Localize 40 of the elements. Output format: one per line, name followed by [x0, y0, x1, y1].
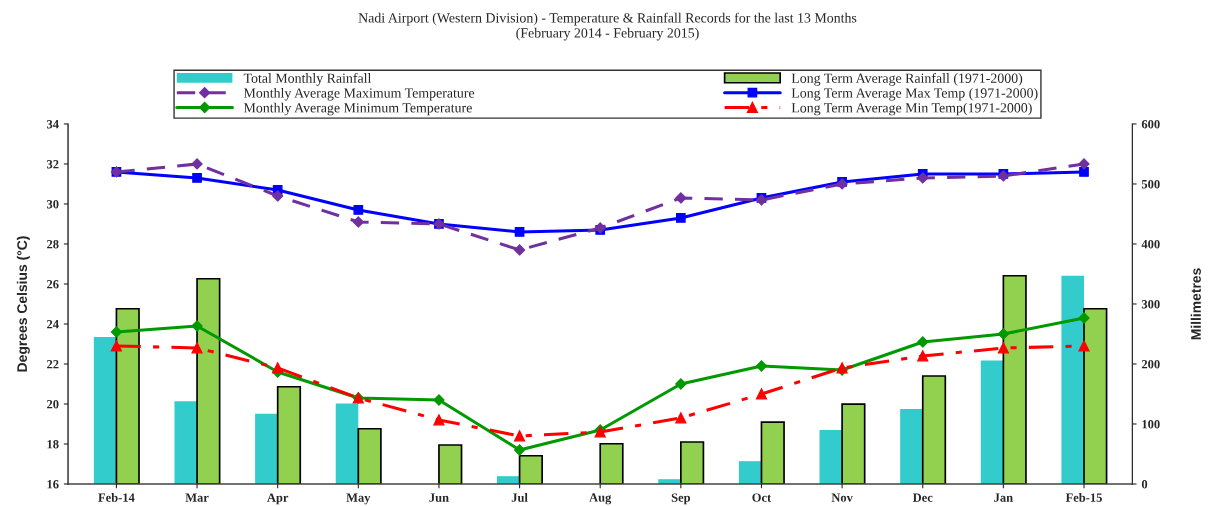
y2-tick-label: 600: [1141, 119, 1160, 129]
x-tick-label: Jul: [511, 493, 528, 502]
y-tick-label: 26: [47, 280, 59, 289]
y2-tick-label: 300: [1141, 300, 1160, 309]
x-tick-label: Mar: [185, 493, 209, 502]
y-tick-label: 32: [46, 160, 59, 169]
legend-label: Monthly Average Minimum Temperature: [243, 102, 472, 116]
y-tick-label: 18: [47, 440, 59, 449]
legend-label: Long Term Average Rainfall (1971-2000): [791, 72, 1023, 86]
y2-axis-title: Millimetres: [1190, 268, 1201, 340]
legend-label: Monthly Average Maximum Temperature: [243, 87, 475, 101]
y-tick-label: 28: [47, 240, 59, 249]
legend-label: Long Term Average Max Temp (1971-2000): [791, 87, 1038, 101]
x-tick-label: Nov: [831, 493, 853, 502]
x-tick-label: Feb-15: [1065, 493, 1102, 502]
x-tick-label: Oct: [752, 493, 772, 502]
y-tick-label: 16: [47, 480, 59, 489]
y2-tick-label: 200: [1141, 360, 1160, 369]
legend-label: Long Term Average Min Temp(1971-2000): [791, 102, 1032, 116]
x-tick-label: Jun: [429, 493, 449, 502]
x-tick-label: May: [346, 493, 371, 505]
y2-tick-label: 500: [1141, 180, 1160, 189]
y-tick-label: 24: [47, 320, 59, 329]
y-tick-label: 30: [46, 200, 59, 209]
legend-label: Total Monthly Rainfall: [243, 72, 372, 86]
y2-tick-label: 100: [1142, 420, 1160, 429]
x-tick-label: Apr: [267, 493, 289, 505]
y-tick-label: 20: [47, 400, 59, 409]
x-tick-label: Aug: [589, 493, 612, 505]
x-tick-label: Sep: [671, 493, 691, 505]
x-tick-label: Jan: [994, 493, 1013, 502]
y-tick-label: 22: [47, 360, 59, 369]
x-tick-label: Dec: [912, 493, 933, 502]
y2-tick-label: 0: [1141, 480, 1148, 489]
y2-tick-label: 400: [1141, 240, 1160, 249]
y-tick-label: 34: [46, 120, 59, 129]
y-axis-title: Degrees Celsius (°C): [16, 236, 30, 372]
chart-title: Nadi Airport (Western Division) - Temperature & Rainfall Records for the last 13 Months: [358, 12, 857, 26]
x-tick-label: Feb-14: [98, 493, 135, 502]
chart-subtitle: (February 2014 - February 2015): [516, 27, 699, 41]
